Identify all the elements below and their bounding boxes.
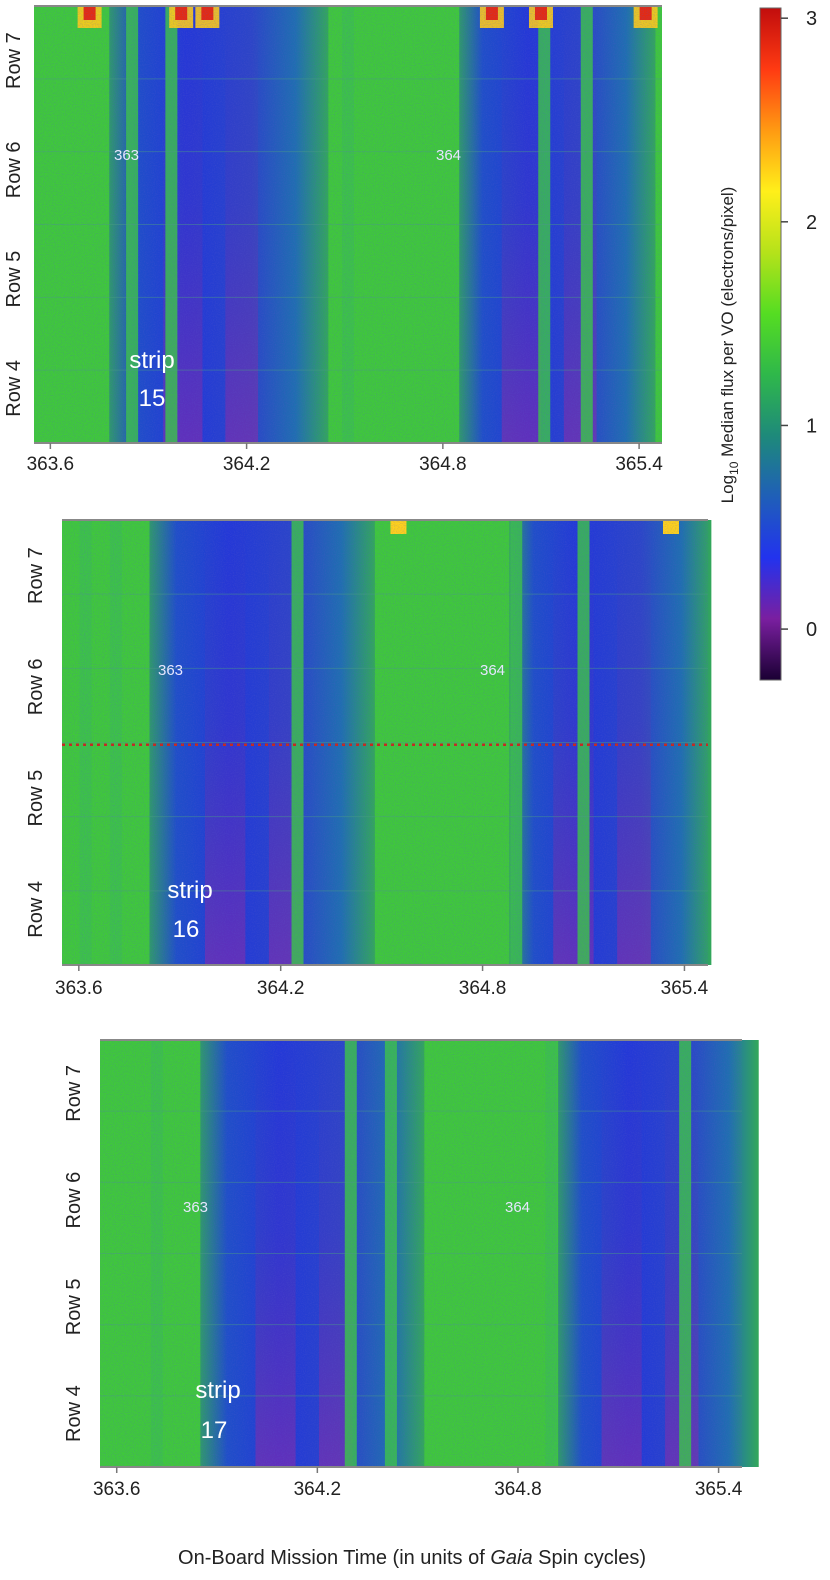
cycle-label-363: 363: [183, 1199, 208, 1216]
x-axis-label: On-Board Mission Time (in units of Gaia …: [178, 1547, 646, 1569]
x-tick-label: 364.2: [223, 454, 271, 475]
x-tick-label: 364.2: [257, 978, 305, 999]
x-tick-label: 364.2: [294, 1479, 342, 1500]
row-label: Row 4: [3, 360, 25, 417]
heatmap-area: [34, 6, 662, 443]
heatmap-area: [62, 520, 712, 965]
cycle-label-363: 363: [114, 147, 139, 164]
x-tick-label: 363.6: [27, 454, 75, 475]
row-label: Row 7: [63, 1065, 85, 1122]
row-label: Row 5: [25, 770, 47, 827]
cycle-label-363: 363: [158, 662, 183, 679]
x-tick-label: 364.8: [419, 454, 467, 475]
noise-overlay: [100, 1040, 742, 1467]
row-labels: Row 7 Row 6 Row 5 Row 4: [3, 32, 25, 416]
strip-label-number: 17: [201, 1417, 228, 1444]
x-tick-label: 363.6: [93, 1479, 141, 1500]
colorbar-tick-label: 1: [806, 415, 817, 437]
row-label: Row 7: [25, 547, 47, 604]
x-tick-label: 365.4: [695, 1479, 743, 1500]
colorbar-label: Log10 Median flux per VO (electrons/pixe…: [718, 187, 741, 504]
row-label: Row 4: [25, 881, 47, 938]
heatmap-area: [100, 1040, 759, 1467]
colorbar-tick-label: 2: [806, 212, 817, 234]
noise-overlay: [62, 520, 708, 965]
row-label: Row 6: [3, 142, 25, 199]
x-tick-label: 364.8: [459, 978, 507, 999]
x-tick-label: 364.8: [494, 1479, 542, 1500]
strip-label-number: 16: [173, 916, 200, 943]
row-label: Row 7: [3, 32, 25, 89]
strip-label-word: strip: [195, 1377, 240, 1404]
cycle-label-364: 364: [505, 1199, 530, 1216]
row-label: Row 6: [25, 659, 47, 716]
row-label: Row 4: [63, 1385, 85, 1442]
colorbar-gradient: [759, 7, 782, 681]
row-labels: Row 7 Row 6 Row 5 Row 4: [63, 1065, 85, 1442]
x-axis-ticks: 363.6 364.2 364.8 365.4: [93, 1467, 743, 1500]
x-axis-ticks: 363.6 364.2 364.8 365.4: [55, 965, 709, 999]
x-axis-ticks: 363.6 364.2 364.8 365.4: [27, 443, 663, 475]
row-labels: Row 7 Row 6 Row 5 Row 4: [25, 547, 47, 937]
x-tick-label: 363.6: [55, 978, 103, 999]
colorbar-tick-label: 3: [806, 8, 817, 30]
colorbar-tick-label: 0: [806, 619, 817, 641]
noise-overlay: [34, 6, 662, 443]
strip-label-word: strip: [129, 347, 174, 374]
row-label: Row 5: [63, 1279, 85, 1336]
x-tick-label: 365.4: [615, 454, 663, 475]
x-tick-label: 365.4: [661, 978, 709, 999]
colorbar: 3 2 1 0 Log10 Median flux per VO (electrons…: [718, 7, 817, 681]
row-label: Row 6: [63, 1172, 85, 1229]
strip-label-word: strip: [167, 877, 212, 904]
cycle-label-364: 364: [436, 147, 461, 164]
strip-label-number: 15: [139, 385, 166, 412]
row-label: Row 5: [3, 251, 25, 308]
cycle-label-364: 364: [480, 662, 505, 679]
colorbar-ticks: 3 2 1 0: [781, 8, 817, 641]
